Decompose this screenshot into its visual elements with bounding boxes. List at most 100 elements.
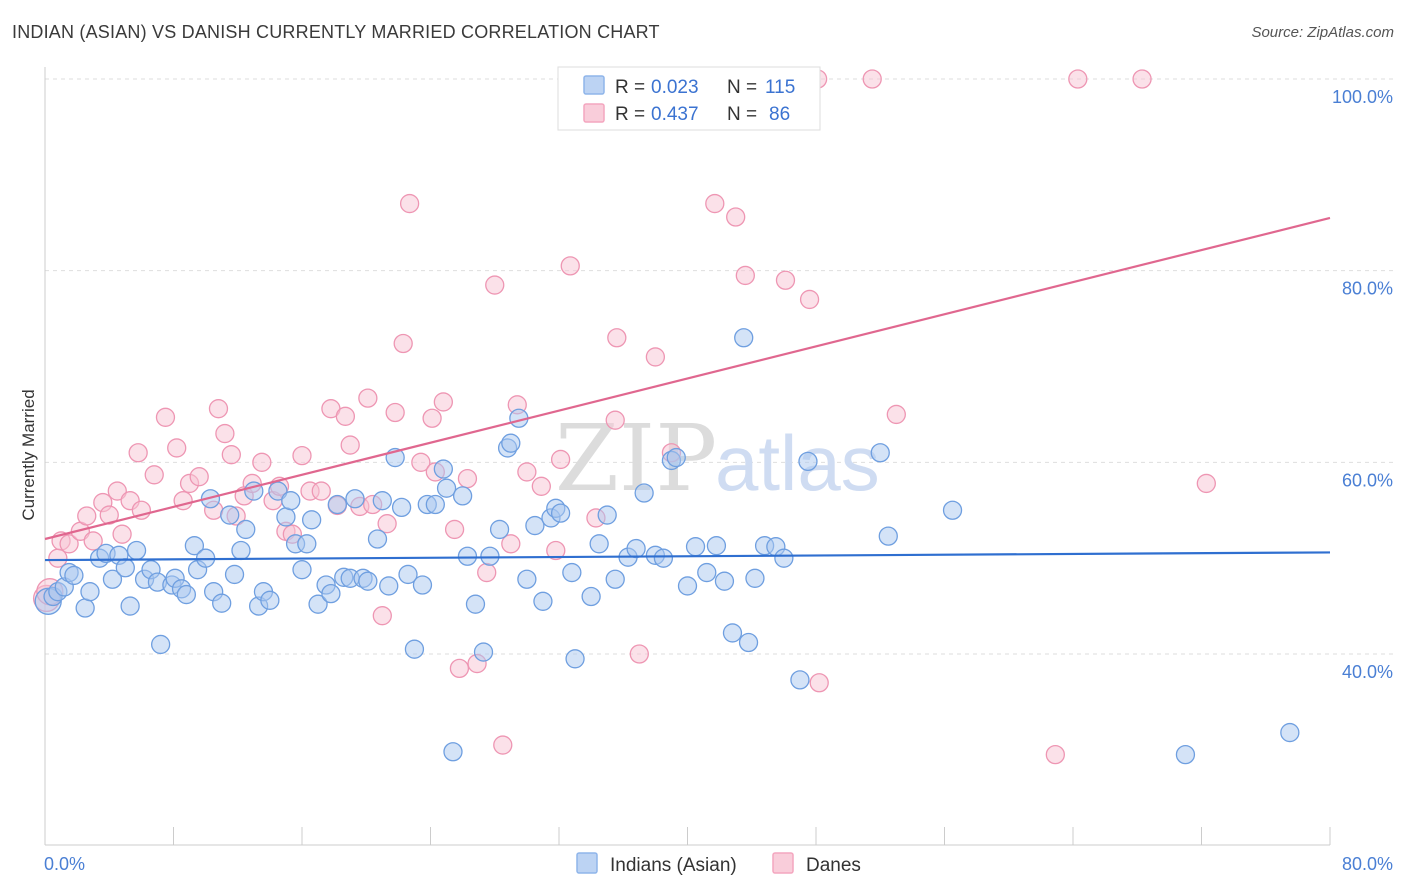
legend-r-value-2: 0.437 — [651, 104, 699, 125]
indian-point-50 — [345, 489, 365, 509]
indian-point-82 — [565, 649, 585, 669]
dane-point-61 — [517, 462, 537, 482]
dane-point-83 — [1045, 744, 1065, 765]
x-tick-labels: 0.0% 80.0% — [44, 854, 1393, 874]
indian-point-95 — [685, 537, 706, 557]
legend-n-label-2: N = — [727, 104, 757, 125]
dane-point-45 — [385, 402, 405, 423]
watermark-atlas: atlas — [715, 419, 880, 507]
y-tick-label-0: 100.0% — [1332, 87, 1393, 107]
bottom-legend-swatch-indians — [576, 852, 598, 874]
dane-point-57 — [485, 275, 505, 295]
dane-point-7 — [83, 531, 103, 551]
dane-point-51 — [433, 392, 454, 412]
indian-point-85 — [597, 505, 617, 525]
indian-point-36 — [260, 590, 280, 610]
indian-point-18 — [150, 634, 171, 655]
indian-point-31 — [231, 540, 251, 561]
indian-point-14 — [126, 540, 147, 561]
dane-point-4 — [59, 534, 79, 554]
indian-point-83 — [581, 586, 601, 607]
indian-point-5 — [64, 565, 84, 586]
indian-point-60 — [412, 575, 433, 595]
x-tick-label-0: 0.0% — [44, 854, 85, 874]
dane-point-68 — [607, 328, 627, 348]
indian-point-101 — [738, 632, 759, 653]
indian-point-47 — [327, 494, 347, 515]
indian-point-109 — [878, 526, 898, 546]
indian-point-75 — [517, 569, 537, 589]
indian-point-97 — [706, 536, 727, 556]
indian-point-22 — [176, 584, 197, 605]
indian-point-55 — [379, 576, 399, 596]
dane-point-78 — [799, 289, 820, 310]
watermark: ZIP atlas — [555, 405, 880, 512]
grid-lines — [45, 78, 1394, 655]
dane-point-38 — [335, 406, 356, 426]
dane-point-65 — [560, 256, 580, 276]
indian-point-93 — [666, 447, 686, 468]
dane-point-43 — [372, 606, 392, 626]
dane-point-71 — [645, 347, 666, 367]
dane-point-33 — [292, 445, 312, 466]
indian-point-44 — [308, 594, 328, 614]
bottom-legend-indians: Indians (Asian) — [610, 855, 737, 876]
source-label: Source: ZipAtlas.com — [1251, 24, 1394, 41]
indian-point-80 — [550, 503, 571, 523]
indian-point-57 — [391, 497, 412, 518]
indian-point-77 — [533, 591, 553, 611]
y-tick-label-2: 60.0% — [1342, 470, 1393, 490]
dane-point-20 — [189, 467, 209, 487]
y-tick-labels: 100.0% 80.0% 60.0% 40.0% — [1332, 87, 1393, 682]
dane-point-62 — [531, 476, 551, 496]
indian-point-110 — [942, 500, 963, 520]
indian-point-91 — [653, 548, 674, 568]
indian-point-88 — [626, 538, 646, 559]
dane-point-13 — [128, 443, 148, 463]
indian-point-42 — [297, 534, 317, 554]
trend-lines — [44, 216, 1331, 562]
indian-point-94 — [677, 576, 698, 596]
dane-point-28 — [252, 452, 272, 472]
dane-point-53 — [449, 658, 470, 679]
dane-point-73 — [705, 193, 725, 214]
dane-point-80 — [809, 673, 829, 693]
indian-point-12 — [115, 558, 135, 578]
dane-point-49 — [422, 408, 442, 428]
indian-point-86 — [605, 569, 625, 589]
dane-point-35 — [311, 481, 331, 501]
indian-point-10 — [102, 569, 123, 589]
indian-point-68 — [465, 594, 486, 614]
dane-point-54 — [457, 468, 478, 489]
dane-point-52 — [444, 519, 465, 540]
indian-point-105 — [774, 548, 794, 568]
trend-line-danes — [44, 216, 1331, 541]
indian-point-111 — [1175, 744, 1196, 765]
y-tick-label-1: 80.0% — [1342, 279, 1393, 299]
stats-legend: R = 0.023 N = 115 R = 0.437 N = 86 — [557, 66, 821, 131]
indian-point-99 — [722, 623, 743, 643]
indian-point-64 — [436, 478, 457, 498]
dane-point-63 — [546, 540, 566, 561]
bottom-legend-danes: Danes — [806, 855, 861, 876]
dane-point-16 — [155, 407, 176, 427]
indian-point-62 — [425, 494, 445, 515]
indian-point-63 — [433, 459, 454, 479]
y-axis-label: Currently Married — [19, 389, 38, 520]
dane-point-56 — [477, 562, 497, 583]
indian-point-96 — [697, 562, 717, 583]
indian-point-106 — [790, 670, 810, 690]
dane-point-81 — [862, 69, 882, 89]
dane-point-46 — [393, 333, 413, 354]
dane-point-39 — [340, 435, 360, 455]
chart-title: INDIAN (ASIAN) VS DANISH CURRENTLY MARRI… — [12, 22, 660, 42]
indian-point-28 — [212, 593, 232, 613]
dane-point-22 — [208, 399, 229, 419]
indian-point-70 — [480, 546, 500, 566]
indian-point-81 — [562, 562, 582, 583]
indian-point-6 — [75, 598, 95, 618]
legend-n-label-1: N = — [727, 77, 757, 98]
indian-point-52 — [358, 571, 378, 591]
indian-point-13 — [120, 596, 140, 616]
series-legend: Indians (Asian) Danes — [576, 852, 861, 876]
